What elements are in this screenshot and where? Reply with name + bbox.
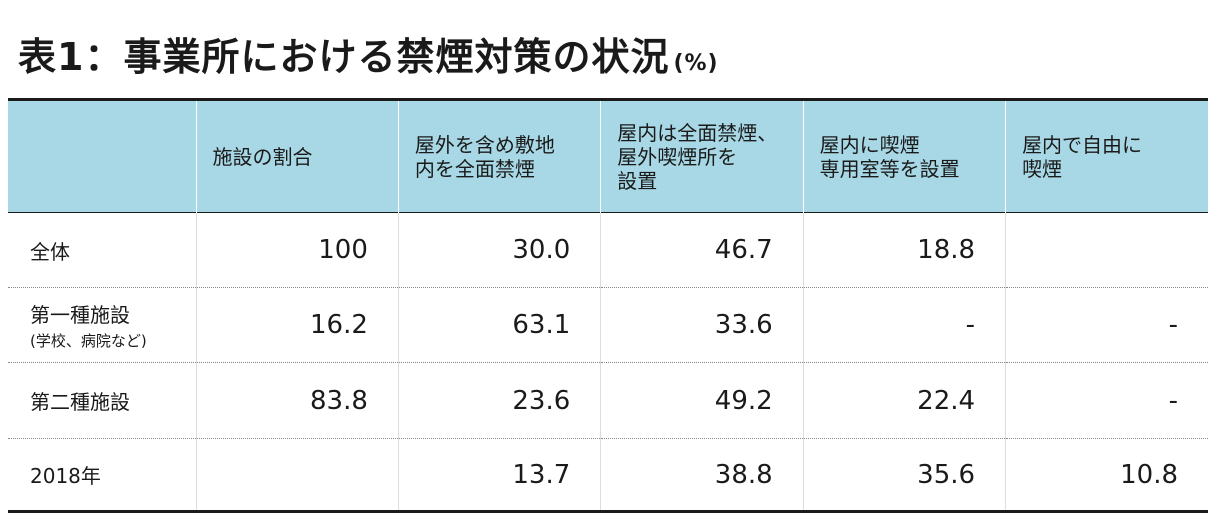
table-cell: - [1005,362,1208,439]
table-cell: 10.8 [1005,438,1208,512]
column-header: 屋内で自由に 喫煙 [1005,99,1208,213]
table-cell: 35.6 [802,438,1006,512]
table-cell: - [1005,287,1208,363]
row-label: 第二種施設 [8,362,196,439]
table-cell: 38.8 [600,438,804,512]
table-cell: 18.8 [802,212,1006,288]
table-cell: 63.1 [397,287,601,363]
table-cell: 30.0 [397,212,601,288]
smoking-measures-table: 施設の割合 屋外を含め敷地 内を全面禁煙 屋内は全面禁煙、 屋外喫煙所を 設置 … [8,98,1208,513]
table-cell: 16.2 [195,287,399,363]
table-row: 全体 100 30.0 46.7 18.8 [8,212,1208,288]
table-cell: 46.7 [600,212,804,288]
table-cell [195,438,399,512]
header-row: 施設の割合 屋外を含め敷地 内を全面禁煙 屋内は全面禁煙、 屋外喫煙所を 設置 … [8,99,1208,213]
table-row: 第一種施設 (学校、病院など) 16.2 63.1 33.6 - - [8,287,1208,363]
table-title: 表1：事業所における禁煙対策の状況 (%) [18,26,719,81]
table-cell [1005,212,1208,288]
title-text: 表1：事業所における禁煙対策の状況 [18,35,670,79]
table-cell: 83.8 [195,362,399,439]
column-header [8,99,196,213]
table-cell: 49.2 [600,362,804,439]
table-cell: 13.7 [397,438,601,512]
column-header: 屋外を含め敷地 内を全面禁煙 [397,99,601,213]
row-sublabel: (学校、病院など) [30,332,147,350]
table-cell: 22.4 [802,362,1006,439]
table-cell: 23.6 [397,362,601,439]
table-row: 第二種施設 83.8 23.6 49.2 22.4 - [8,362,1208,439]
table-cell: 100 [195,212,399,288]
table-cell: - [802,287,1006,363]
row-label: 2018年 [8,438,196,512]
column-header: 屋内に喫煙 専用室等を設置 [802,99,1006,213]
table-cell: 33.6 [600,287,804,363]
column-header: 施設の割合 [195,99,399,213]
row-label: 第一種施設 (学校、病院など) [8,287,196,363]
column-header: 屋内は全面禁煙、 屋外喫煙所を 設置 [600,99,804,213]
title-unit: (%) [673,51,719,76]
row-label: 全体 [8,212,196,288]
table-row: 2018年 13.7 38.8 35.6 10.8 [8,438,1208,512]
